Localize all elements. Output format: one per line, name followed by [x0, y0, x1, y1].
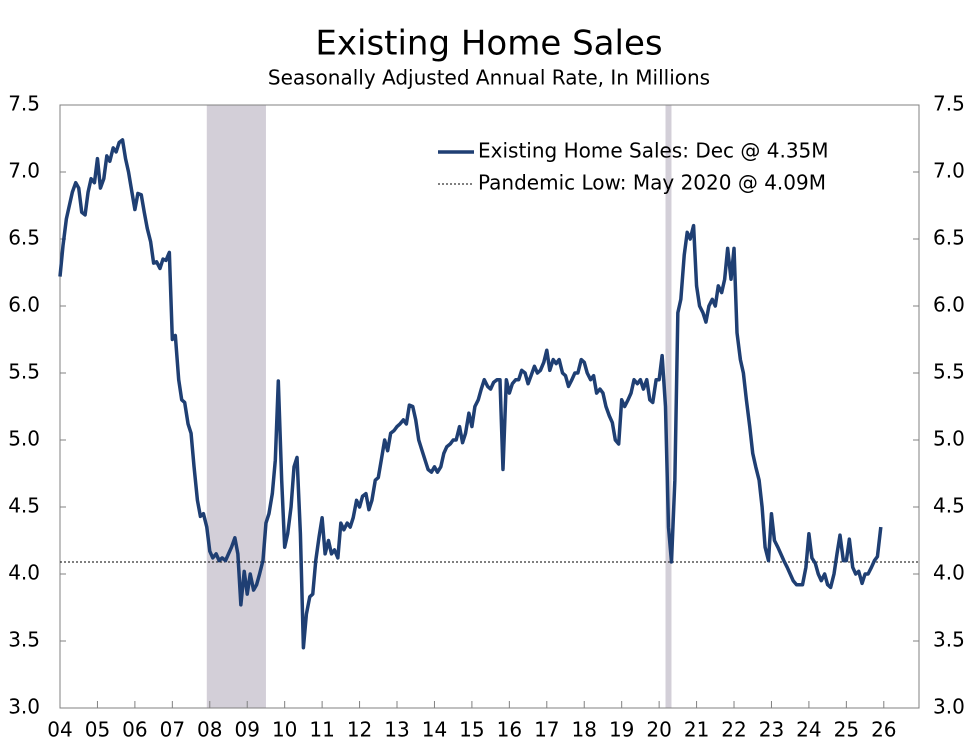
x-tick-label: 06: [122, 718, 147, 742]
x-tick-label: 17: [534, 718, 559, 742]
y-tick-label: 3.0: [8, 695, 40, 719]
x-tick-label: 10: [272, 718, 297, 742]
x-tick-label: 22: [721, 718, 746, 742]
x-tick-label: 05: [85, 718, 110, 742]
y2-tick-label: 6.5: [933, 226, 965, 250]
series-line: [58, 138, 883, 650]
y2-tick-label: 3.5: [933, 628, 965, 652]
y-tick-label: 3.5: [8, 628, 40, 652]
x-tick-label: 20: [646, 718, 671, 742]
legend-label: Pandemic Low: May 2020 @ 4.09M: [478, 171, 826, 195]
y2-tick-label: 6.0: [933, 293, 965, 317]
x-tick-label: 25: [834, 718, 859, 742]
x-tick-label: 18: [572, 718, 597, 742]
y-tick-label: 5.0: [8, 427, 40, 451]
plot-frame: [59, 104, 920, 709]
x-tick-label: 11: [309, 718, 334, 742]
x-tick-label: 09: [235, 718, 260, 742]
x-tick-label: 21: [684, 718, 709, 742]
y2-tick-label: 5.0: [933, 427, 965, 451]
y2-tick-label: 7.5: [933, 92, 965, 116]
x-tick-label: 15: [459, 718, 484, 742]
x-tick-label: 19: [609, 718, 634, 742]
x-tick-label: 13: [384, 718, 409, 742]
y2-tick-label: 4.0: [933, 561, 965, 585]
y-tick-label: 7.0: [8, 159, 40, 183]
x-tick-label: 07: [160, 718, 185, 742]
y-tick-label: 5.5: [8, 360, 40, 384]
x-tick-label: 12: [347, 718, 372, 742]
x-tick-label: 26: [871, 718, 896, 742]
y-tick-label: 4.0: [8, 561, 40, 585]
y-tick-label: 7.5: [8, 92, 40, 116]
y2-tick-label: 4.5: [933, 494, 965, 518]
x-tick-label: 14: [422, 718, 447, 742]
x-tick-label: 04: [47, 718, 72, 742]
y2-tick-label: 5.5: [933, 360, 965, 384]
recession-shade: [665, 105, 672, 708]
y-tick-label: 6.5: [8, 226, 40, 250]
recession-shade: [206, 105, 266, 708]
y-tick-label: 6.0: [8, 293, 40, 317]
x-tick-label: 24: [796, 718, 821, 742]
y2-tick-label: 7.0: [933, 159, 965, 183]
x-tick-label: 23: [759, 718, 784, 742]
y-tick-label: 4.5: [8, 494, 40, 518]
x-tick-label: 16: [497, 718, 522, 742]
legend-label: Existing Home Sales: Dec @ 4.35M: [478, 139, 829, 163]
x-tick-label: 08: [197, 718, 222, 742]
chart-title: Existing Home Sales: [315, 24, 662, 64]
chart-subtitle: Seasonally Adjusted Annual Rate, In Mill…: [268, 66, 710, 90]
y2-tick-label: 3.0: [933, 695, 965, 719]
